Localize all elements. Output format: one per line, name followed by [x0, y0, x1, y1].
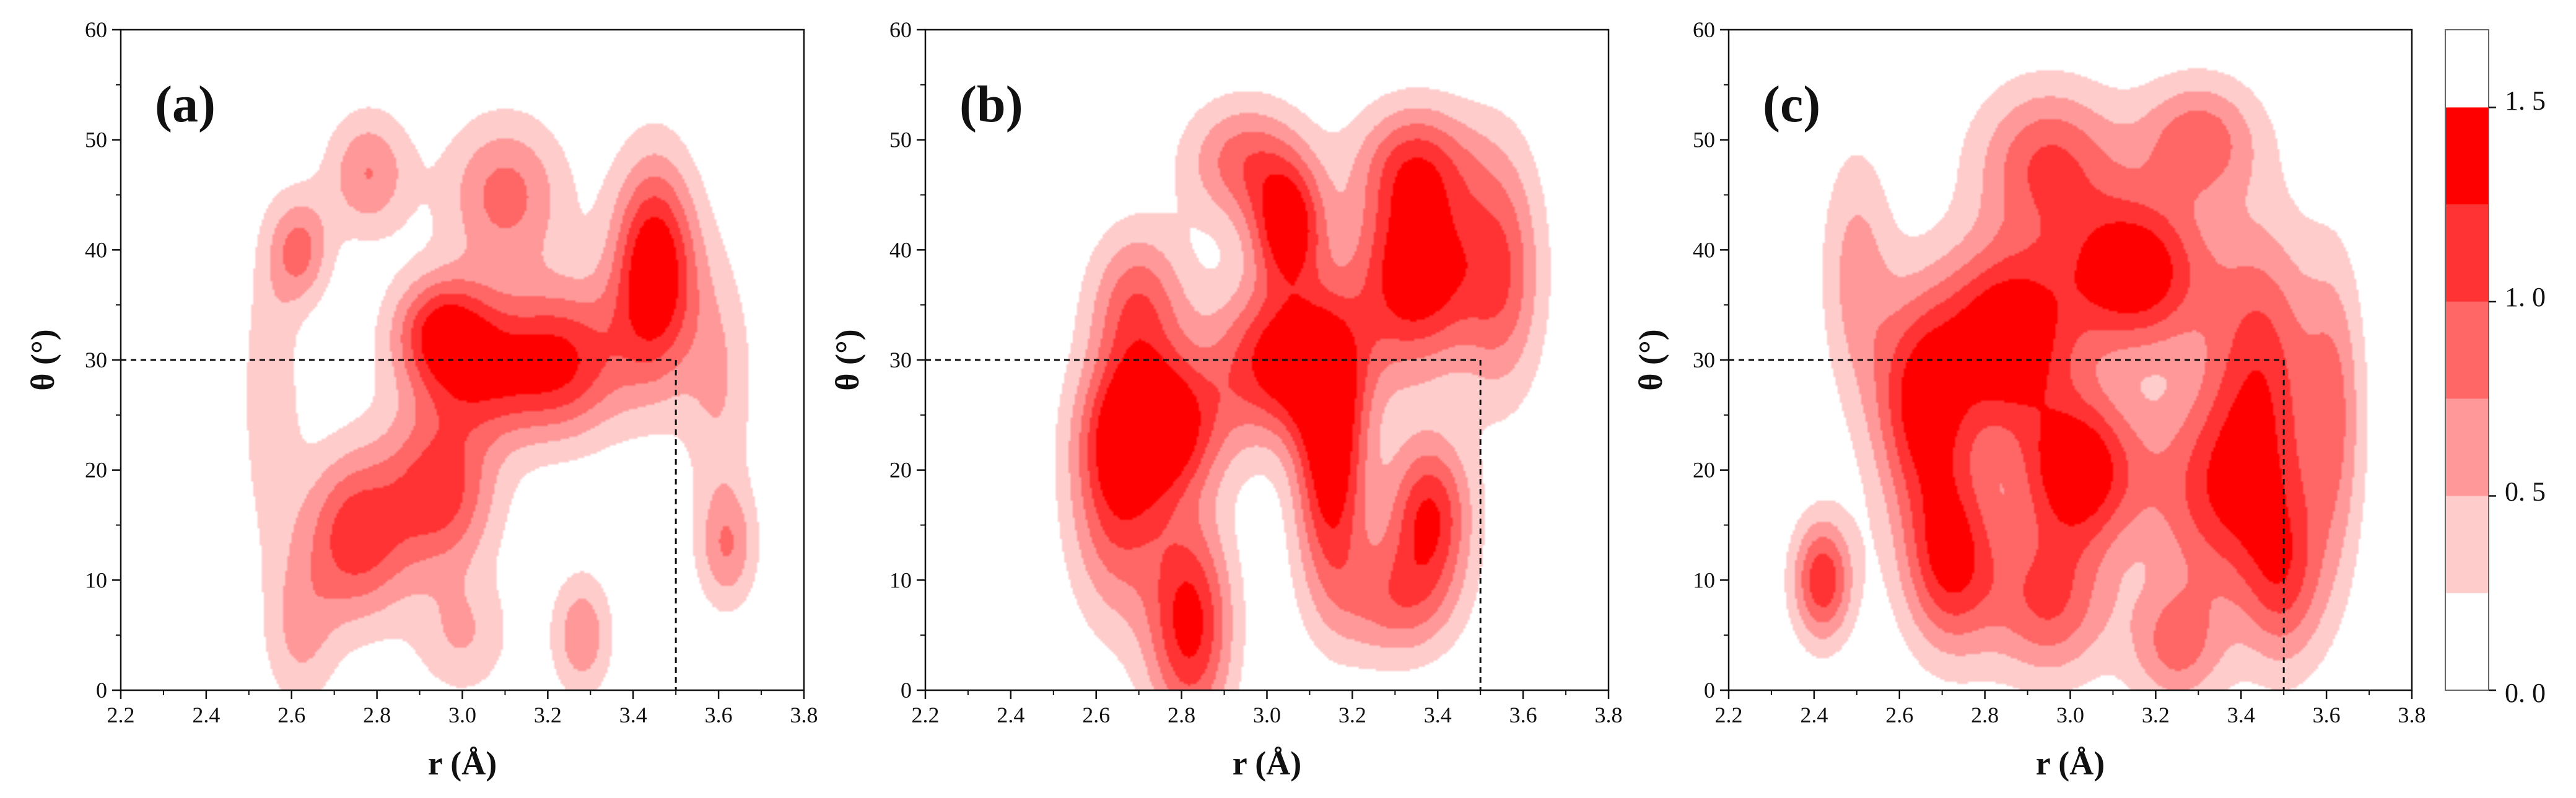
x-tick-label: 2.8 — [1971, 703, 1999, 727]
panel-2: 2.2 2.4 2.6 2.8 3.0 3.2 3.4 3.6 3.8 0 10 20 30 40 50 60… — [829, 17, 1623, 782]
x-tick-label: 3.4 — [2227, 703, 2255, 727]
colorbar-tick-label-1: 0. 5 — [2505, 476, 2546, 507]
x-tick-label: 2.8 — [363, 703, 391, 727]
y-tick-label: 60 — [1693, 17, 1715, 42]
colorbar-blocks — [2445, 107, 2489, 690]
y-tick-label: 40 — [85, 237, 107, 262]
x-tick-label: 3.2 — [1338, 703, 1366, 727]
panels-layer: 2.2 2.4 2.6 2.8 3.0 3.2 3.4 3.6 3.8 0 10 20 30 40 50 60… — [24, 17, 2426, 782]
y-tick-label: 30 — [85, 348, 107, 372]
x-tick-label: 3.4 — [1424, 703, 1452, 727]
colorbar-level-1 — [2445, 496, 2489, 594]
x-tick-label: 3.0 — [1253, 703, 1281, 727]
x-tick-label: 3.6 — [1509, 703, 1537, 727]
y-tick-label: 20 — [85, 458, 107, 483]
colorbar: 0. 0 0. 5 1. 0 1. 5 — [2445, 29, 2546, 708]
panel-3: 2.2 2.4 2.6 2.8 3.0 3.2 3.4 3.6 3.8 0 10 20 30 40 50 60… — [1632, 17, 2426, 782]
x-tick-label: 2.6 — [1082, 703, 1110, 727]
x-tick-label: 3.6 — [2313, 703, 2341, 727]
colorbar-level-3 — [2445, 301, 2489, 399]
x-tick-label: 3.4 — [619, 703, 647, 727]
y-axis-title: θ (°) — [1632, 329, 1669, 390]
x-tick-label: 3.8 — [790, 703, 818, 727]
y-tick-label: 50 — [1693, 128, 1715, 152]
y-tick-label: 10 — [889, 568, 912, 592]
x-tick-label: 2.2 — [912, 703, 940, 727]
colorbar-level-0 — [2445, 593, 2489, 690]
x-tick-label: 2.6 — [277, 703, 305, 727]
panel-label: (a) — [155, 76, 216, 133]
y-tick-label: 30 — [889, 348, 912, 372]
y-tick-label: 0 — [1704, 678, 1715, 703]
colorbar-tick-label-2: 1. 0 — [2505, 282, 2546, 312]
x-tick-label: 3.0 — [448, 703, 476, 727]
colorbar-level-2 — [2445, 398, 2489, 496]
colorbar-level-5 — [2445, 107, 2489, 205]
y-tick-label: 20 — [889, 458, 912, 483]
panel-label: (b) — [959, 76, 1023, 133]
x-axis-title: r (Å) — [2036, 745, 2105, 782]
y-axis-title: θ (°) — [829, 329, 866, 390]
x-axis-title: r (Å) — [428, 745, 497, 782]
y-tick-label: 60 — [889, 17, 912, 42]
y-tick-label: 40 — [1693, 237, 1715, 262]
colorbar-level-4 — [2445, 204, 2489, 302]
x-tick-label: 3.8 — [2398, 703, 2426, 727]
x-tick-label: 3.0 — [2056, 703, 2084, 727]
y-tick-label: 40 — [889, 237, 912, 262]
x-tick-label: 2.6 — [1885, 703, 1913, 727]
y-tick-label: 60 — [85, 17, 107, 42]
x-tick-label: 2.8 — [1168, 703, 1195, 727]
x-tick-label: 2.2 — [107, 703, 135, 727]
x-tick-label: 3.2 — [534, 703, 562, 727]
colorbar-tick-label-0: 0. 0 — [2505, 678, 2546, 708]
colorbar-ticks — [2489, 107, 2496, 691]
panel-1: 2.2 2.4 2.6 2.8 3.0 3.2 3.4 3.6 3.8 0 10 20 30 40 50 60… — [24, 17, 818, 782]
y-tick-label: 10 — [85, 568, 107, 592]
panel-label: (c) — [1763, 76, 1820, 133]
x-axis-title: r (Å) — [1233, 745, 1301, 782]
colorbar-frame — [2445, 29, 2489, 691]
x-tick-label: 3.6 — [705, 703, 733, 727]
y-tick-label: 0 — [901, 678, 912, 703]
x-tick-label: 2.4 — [997, 703, 1024, 727]
colorbar-tick-label-3: 1. 5 — [2505, 86, 2546, 116]
y-tick-label: 50 — [85, 128, 107, 152]
y-tick-label: 30 — [1693, 348, 1715, 372]
y-tick-label: 50 — [889, 128, 912, 152]
x-tick-label: 3.2 — [2142, 703, 2170, 727]
y-tick-label: 0 — [96, 678, 107, 703]
y-tick-label: 10 — [1693, 568, 1715, 592]
y-axis-title: θ (°) — [24, 329, 61, 390]
x-tick-label: 2.4 — [192, 703, 220, 727]
x-tick-label: 3.8 — [1595, 703, 1623, 727]
y-tick-label: 20 — [1693, 458, 1715, 483]
x-tick-label: 2.4 — [1800, 703, 1828, 727]
x-tick-label: 2.2 — [1715, 703, 1743, 727]
